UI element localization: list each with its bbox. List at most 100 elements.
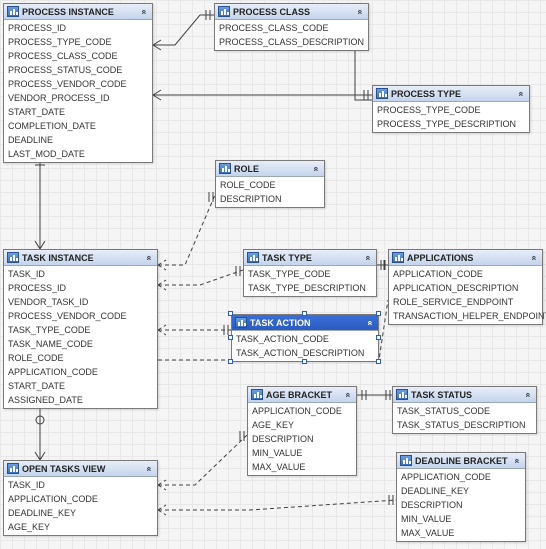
column-list: TASK_TYPE_CODETASK_TYPE_DESCRIPTION xyxy=(244,266,376,296)
column[interactable]: MAX_VALUE xyxy=(248,460,356,474)
column[interactable]: ROLE_CODE xyxy=(4,351,157,365)
column[interactable]: ROLE_CODE xyxy=(216,178,324,192)
column[interactable]: TASK_ID xyxy=(4,267,157,281)
entity-task-status[interactable]: TASK STATUS«TASK_STATUS_CODETASK_STATUS_… xyxy=(392,386,537,434)
column[interactable]: DESCRIPTION xyxy=(216,192,324,206)
collapse-icon[interactable]: « xyxy=(516,89,526,98)
entity-header[interactable]: OPEN TASKS VIEW« xyxy=(4,461,157,477)
collapse-icon[interactable]: « xyxy=(365,318,375,327)
column[interactable]: TASK_TYPE_DESCRIPTION xyxy=(244,281,376,295)
selection-handle[interactable] xyxy=(376,359,381,364)
collapse-icon[interactable]: « xyxy=(355,7,365,16)
column[interactable]: PROCESS_TYPE_CODE xyxy=(4,35,152,49)
selection-handle[interactable] xyxy=(228,359,233,364)
entity-header[interactable]: DEADLINE BRACKET « xyxy=(397,453,525,469)
selection-handle[interactable] xyxy=(228,335,233,340)
column[interactable]: TASK_ACTION_DESCRIPTION xyxy=(232,346,378,360)
table-icon xyxy=(247,252,259,263)
column[interactable]: TASK_TYPE_CODE xyxy=(4,323,157,337)
column[interactable]: TASK_STATUS_CODE xyxy=(393,404,536,418)
column[interactable]: AGE_KEY xyxy=(4,520,157,534)
entity-header[interactable]: PROCESS CLASS« xyxy=(215,4,368,20)
collapse-icon[interactable]: « xyxy=(144,253,154,262)
column[interactable]: DESCRIPTION xyxy=(248,432,356,446)
column[interactable]: PROCESS_CLASS_CODE xyxy=(4,49,152,63)
entity-deadline-bracket[interactable]: DEADLINE BRACKET « APPLICATION_CODEDEADLIN… xyxy=(396,452,526,542)
entity-header[interactable]: TASK TYPE« xyxy=(244,250,376,266)
entity-header[interactable]: PROCESS TYPE« xyxy=(373,86,529,102)
entity-open-tasks-view[interactable]: OPEN TASKS VIEW«TASK_IDAPPLICATION_CODED… xyxy=(3,460,158,536)
entity-header[interactable]: ROLE « xyxy=(216,161,324,177)
column[interactable]: DEADLINE_KEY xyxy=(4,506,157,520)
entity-task-instance[interactable]: TASK INSTANCE«TASK_IDPROCESS_IDVENDOR_TA… xyxy=(3,249,158,409)
collapse-icon[interactable]: « xyxy=(139,7,149,16)
column[interactable]: ASSIGNED_DATE xyxy=(4,393,157,407)
collapse-icon[interactable]: « xyxy=(529,253,539,262)
entity-header[interactable]: APPLICATIONS« xyxy=(389,250,542,266)
column[interactable]: PROCESS_ID xyxy=(4,281,157,295)
column[interactable]: MIN_VALUE xyxy=(248,446,356,460)
column[interactable]: VENDOR_TASK_ID xyxy=(4,295,157,309)
entity-task-type[interactable]: TASK TYPE«TASK_TYPE_CODETASK_TYPE_DESCRI… xyxy=(243,249,377,297)
column[interactable]: APPLICATION_CODE xyxy=(4,492,157,506)
column[interactable]: APPLICATION_CODE xyxy=(397,470,525,484)
column[interactable]: TRANSACTION_HELPER_ENDPOINT xyxy=(389,309,542,323)
entity-age-bracket[interactable]: AGE BRACKET«APPLICATION_CODEAGE_KEYDESCR… xyxy=(247,386,357,476)
column[interactable]: MIN_VALUE xyxy=(397,512,525,526)
column[interactable]: PROCESS_TYPE_DESCRIPTION xyxy=(373,117,529,131)
column[interactable]: LAST_MOD_DATE xyxy=(4,147,152,161)
selection-handle[interactable] xyxy=(376,335,381,340)
entity-process-instance[interactable]: PROCESS INSTANCE«PROCESS_IDPROCESS_TYPE_… xyxy=(3,3,153,163)
collapse-icon[interactable]: « xyxy=(144,464,154,473)
column[interactable]: APPLICATION_CODE xyxy=(389,267,542,281)
collapse-icon[interactable]: « xyxy=(311,164,321,173)
column[interactable]: TASK_STATUS_DESCRIPTION xyxy=(393,418,536,432)
entity-header[interactable]: AGE BRACKET« xyxy=(248,387,356,403)
entity-applications[interactable]: APPLICATIONS«APPLICATION_CODEAPPLICATION… xyxy=(388,249,543,325)
column[interactable]: PROCESS_CLASS_CODE xyxy=(215,21,368,35)
column-list: ROLE_CODEDESCRIPTION xyxy=(216,177,324,207)
column[interactable]: DEADLINE xyxy=(4,133,152,147)
entity-header[interactable]: TASK ACTION« xyxy=(232,315,378,331)
entity-task-action[interactable]: TASK ACTION«TASK_ACTION_CODETASK_ACTION_… xyxy=(231,314,379,362)
entity-role[interactable]: ROLE « ROLE_CODEDESCRIPTION xyxy=(215,160,325,208)
column[interactable]: TASK_ID xyxy=(4,478,157,492)
column-list: PROCESS_CLASS_CODEPROCESS_CLASS_DESCRIPT… xyxy=(215,20,368,50)
column[interactable]: PROCESS_STATUS_CODE xyxy=(4,63,152,77)
collapse-icon[interactable]: « xyxy=(343,390,353,399)
collapse-icon[interactable]: « xyxy=(512,456,522,465)
column[interactable]: DESCRIPTION xyxy=(397,498,525,512)
column[interactable]: APPLICATION_DESCRIPTION xyxy=(389,281,542,295)
column[interactable]: VENDOR_PROCESS_ID xyxy=(4,91,152,105)
entity-title: ROLE xyxy=(234,164,259,174)
entity-header[interactable]: TASK STATUS« xyxy=(393,387,536,403)
collapse-icon[interactable]: « xyxy=(523,390,533,399)
entity-process-type[interactable]: PROCESS TYPE«PROCESS_TYPE_CODEPROCESS_TY… xyxy=(372,85,530,133)
column[interactable]: TASK_NAME_CODE xyxy=(4,337,157,351)
column[interactable]: START_DATE xyxy=(4,379,157,393)
column[interactable]: TASK_TYPE_CODE xyxy=(244,267,376,281)
column[interactable]: MAX_VALUE xyxy=(397,526,525,540)
selection-handle[interactable] xyxy=(228,311,233,316)
column[interactable]: COMPLETION_DATE xyxy=(4,119,152,133)
column[interactable]: DEADLINE_KEY xyxy=(397,484,525,498)
column[interactable]: START_DATE xyxy=(4,105,152,119)
column[interactable]: PROCESS_ID xyxy=(4,21,152,35)
column[interactable]: AGE_KEY xyxy=(248,418,356,432)
column[interactable]: PROCESS_CLASS_DESCRIPTION xyxy=(215,35,368,49)
entity-title: DEADLINE BRACKET xyxy=(415,456,508,466)
column[interactable]: APPLICATION_CODE xyxy=(4,365,157,379)
column[interactable]: PROCESS_TYPE_CODE xyxy=(373,103,529,117)
selection-handle[interactable] xyxy=(376,311,381,316)
selection-handle[interactable] xyxy=(302,359,307,364)
entity-header[interactable]: TASK INSTANCE« xyxy=(4,250,157,266)
column[interactable]: TASK_ACTION_CODE xyxy=(232,332,378,346)
column[interactable]: PROCESS_VENDOR_CODE xyxy=(4,77,152,91)
column[interactable]: PROCESS_VENDOR_CODE xyxy=(4,309,157,323)
entity-process-class[interactable]: PROCESS CLASS«PROCESS_CLASS_CODEPROCESS_… xyxy=(214,3,369,51)
collapse-icon[interactable]: « xyxy=(363,253,373,262)
entity-header[interactable]: PROCESS INSTANCE« xyxy=(4,4,152,20)
column[interactable]: APPLICATION_CODE xyxy=(248,404,356,418)
column[interactable]: ROLE_SERVICE_ENDPOINT xyxy=(389,295,542,309)
selection-handle[interactable] xyxy=(302,311,307,316)
